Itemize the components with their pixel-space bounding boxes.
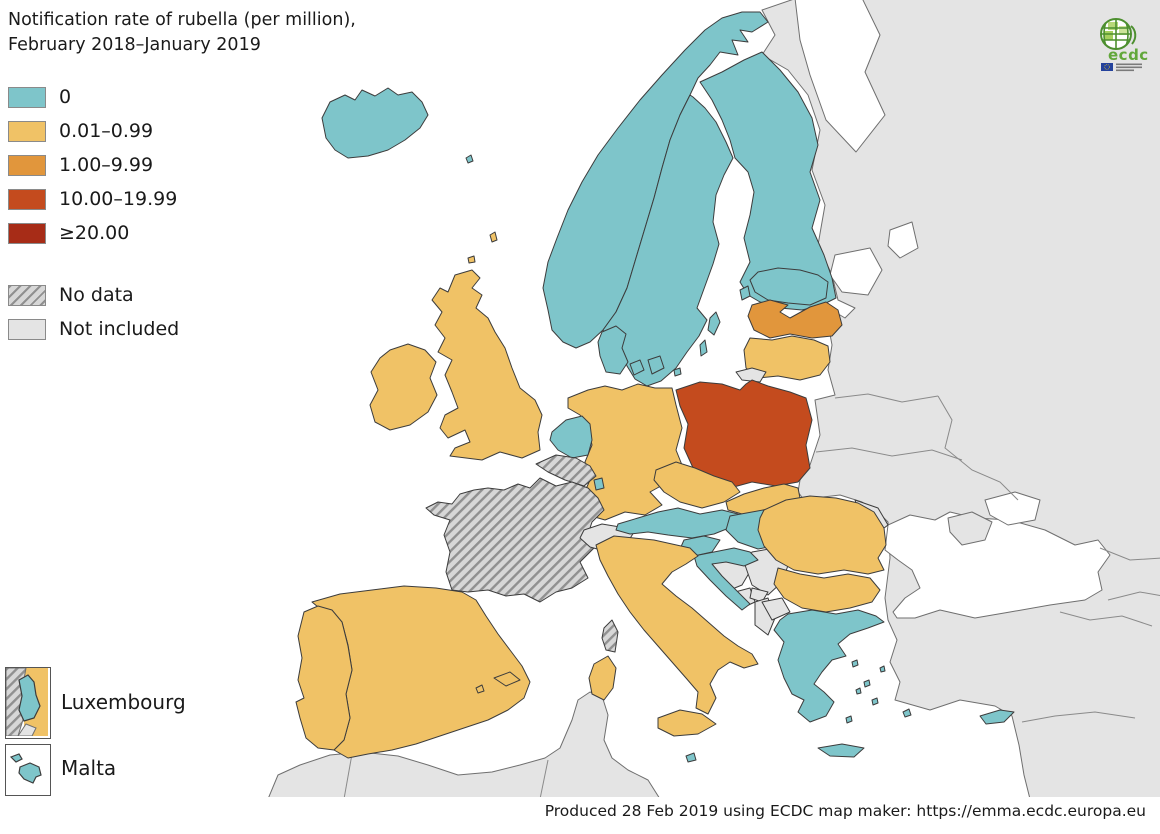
border-middle-east xyxy=(1021,711,1136,723)
legend: 0 0.01–0.99 1.00–9.99 10.00–19.99 ≥20.00… xyxy=(8,86,179,352)
legend-item-not-included: Not included xyxy=(8,318,179,340)
legend-swatch-4 xyxy=(8,222,46,244)
ecdc-logo-text: ecdc xyxy=(1108,46,1149,64)
legend-label-4: ≥20.00 xyxy=(59,222,130,244)
country-lithuania xyxy=(743,335,831,381)
luxembourg-inset-label: Luxembourg xyxy=(61,690,186,714)
legend-swatch-2 xyxy=(8,154,46,176)
country-latvia xyxy=(747,299,843,339)
region-crimea xyxy=(947,511,993,546)
legend-swatch-no-data xyxy=(8,284,46,306)
island-bornholm xyxy=(673,367,682,377)
footer-attribution: Produced 28 Feb 2019 using ECDC map make… xyxy=(544,802,1146,820)
country-belgium xyxy=(535,454,597,487)
border-caucasus-2 xyxy=(1107,591,1160,601)
country-cyprus xyxy=(979,709,1015,725)
country-ireland xyxy=(369,343,438,431)
legend-item-4: ≥20.00 xyxy=(8,222,179,244)
luxembourg-inset xyxy=(5,667,51,739)
malta-inset xyxy=(5,744,51,796)
legend-item-3: 10.00–19.99 xyxy=(8,188,179,210)
country-estonia xyxy=(749,267,829,306)
legend-swatch-0 xyxy=(8,86,46,108)
region-north-macedonia xyxy=(761,597,791,621)
island-zealand xyxy=(647,355,665,375)
country-greece xyxy=(773,609,885,723)
lux-inset-luxembourg xyxy=(18,674,41,722)
white-sea xyxy=(794,0,886,153)
island-shetland xyxy=(489,231,498,243)
legend-swatch-not-included xyxy=(8,318,46,340)
island-orkney xyxy=(467,255,476,264)
legend-item-0: 0 xyxy=(8,86,179,108)
island-gotland xyxy=(707,311,721,336)
faroe-islands xyxy=(465,154,474,164)
island-sardinia xyxy=(588,655,617,701)
region-kaliningrad xyxy=(735,367,767,383)
country-romania xyxy=(757,495,887,575)
legend-label-no-data: No data xyxy=(59,284,134,306)
map-title-line2: February 2018–January 2019 xyxy=(8,35,261,55)
legend-label-2: 1.00–9.99 xyxy=(59,154,154,176)
europe-choropleth-map xyxy=(268,0,1160,797)
eu-flag-icon xyxy=(1101,63,1113,71)
country-bulgaria xyxy=(773,567,881,613)
border-ukraine-north xyxy=(815,447,963,461)
ecdc-logo-caption-lines xyxy=(1116,63,1142,72)
island-saaremaa xyxy=(739,285,751,301)
map-title: Notification rate of rubella (per millio… xyxy=(8,8,356,58)
border-caucasus-1 xyxy=(1099,547,1160,561)
malta-inset-malta xyxy=(18,762,42,784)
malta-inset-label: Malta xyxy=(61,756,117,780)
island-funen xyxy=(629,359,645,376)
country-poland xyxy=(675,379,813,489)
legend-swatch-3 xyxy=(8,188,46,210)
country-luxembourg xyxy=(593,477,605,491)
legend-label-0: 0 xyxy=(59,86,72,108)
malta-inset-gozo xyxy=(9,753,23,763)
country-italy xyxy=(595,535,759,715)
ecdc-globe-icon xyxy=(1100,18,1137,50)
country-netherlands xyxy=(549,415,593,459)
country-croatia xyxy=(693,547,759,611)
legend-swatch-1 xyxy=(8,120,46,142)
legend-item-2: 1.00–9.99 xyxy=(8,154,179,176)
legend-item-no-data: No data xyxy=(8,284,179,306)
border-turkey-east xyxy=(1059,611,1153,627)
ecdc-logo: ecdc xyxy=(1100,18,1149,72)
island-corsica xyxy=(601,619,619,653)
island-ibiza xyxy=(475,684,485,694)
border-russia-ukraine xyxy=(937,395,1019,501)
country-portugal xyxy=(295,605,353,751)
aegean-islands xyxy=(845,659,912,724)
legend-label-3: 10.00–19.99 xyxy=(59,188,178,210)
island-crete xyxy=(817,743,865,758)
legend-item-1: 0.01–0.99 xyxy=(8,120,179,142)
legend-label-1: 0.01–0.99 xyxy=(59,120,154,142)
legend-label-not-included: Not included xyxy=(59,318,180,340)
country-czechia xyxy=(653,461,741,509)
country-denmark xyxy=(597,325,629,375)
lake-onega xyxy=(887,221,919,259)
country-malta-dot xyxy=(685,752,697,763)
island-oland xyxy=(699,339,708,357)
island-mallorca xyxy=(493,671,521,687)
region-eastern-landmass xyxy=(761,0,1160,797)
country-iceland xyxy=(321,87,429,159)
border-belarus xyxy=(834,393,939,403)
border-africa-2 xyxy=(539,759,549,797)
sea-of-azov xyxy=(984,491,1041,526)
country-france xyxy=(425,477,605,603)
map-title-line1: Notification rate of rubella (per millio… xyxy=(8,10,356,30)
island-sicily xyxy=(657,709,717,737)
country-united-kingdom xyxy=(431,269,543,461)
border-africa-1 xyxy=(343,753,353,797)
country-sweden xyxy=(602,94,734,387)
